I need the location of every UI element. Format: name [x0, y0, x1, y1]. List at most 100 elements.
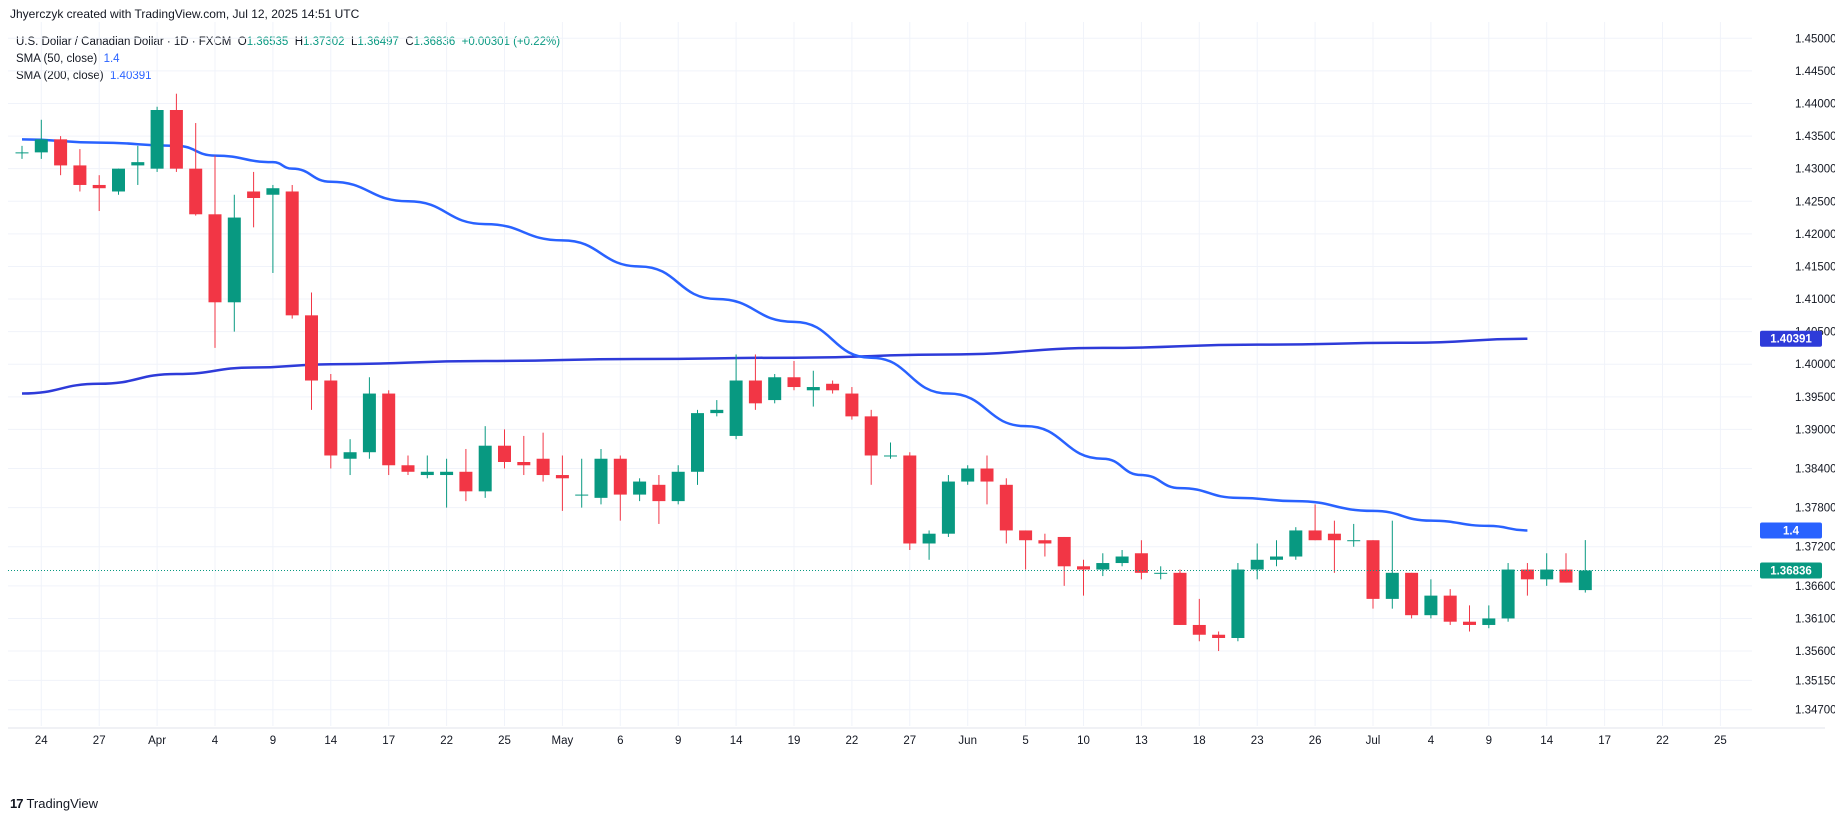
candle-body [1289, 530, 1303, 557]
candle-up [922, 530, 936, 560]
x-tick-label: 24 [35, 735, 48, 747]
candle-body [498, 445, 511, 462]
x-tick-label: 9 [1486, 735, 1492, 747]
y-tick-label: 1.41500 [1795, 261, 1835, 273]
x-tick-label: Jul [1366, 735, 1381, 747]
x-tick-label: 26 [1309, 735, 1322, 747]
candle-down [903, 452, 917, 550]
candle-body [1115, 556, 1129, 564]
candle-down [1366, 540, 1380, 609]
x-tick-label: 6 [617, 735, 623, 747]
candle-body [748, 380, 762, 404]
candle-down [826, 380, 840, 394]
sma200-price-tag-text: 1.40391 [1770, 334, 1812, 346]
price-axis[interactable]: 1.45000 1.44500 1.44000 1.43500 1.43000 1.425… [1760, 0, 1835, 790]
footer-brand[interactable]: 17 TradingView [10, 796, 98, 811]
high-label: H [294, 36, 303, 48]
high-value: 1.37302 [303, 36, 345, 48]
candle-body [189, 168, 203, 215]
y-tick-label: 1.45000 [1795, 33, 1835, 45]
sma50-row[interactable]: SMA (50, close) 1.4 [16, 51, 560, 68]
sma200-row[interactable]: SMA (200, close) 1.40391 [16, 68, 560, 85]
x-tick-label: 14 [324, 735, 337, 747]
candle-down [401, 455, 415, 476]
sma50-price-tag-bg [1760, 522, 1822, 539]
candle-body [633, 481, 647, 495]
y-tick-label: 1.38400 [1795, 464, 1835, 476]
candle-down [1463, 605, 1476, 632]
close-label: C [405, 36, 414, 48]
candle-up [227, 194, 241, 332]
candle-up [15, 145, 29, 159]
x-tick-label: Jun [958, 735, 977, 747]
last-price-tag-bg [1760, 562, 1822, 579]
sma200-price-tag: 1.40391 [1760, 330, 1822, 347]
candle-body [420, 471, 434, 476]
candle-down [54, 136, 68, 176]
candle-up [1385, 520, 1399, 609]
candle-body [227, 217, 241, 303]
candle-up [1424, 579, 1438, 619]
sma50-label: SMA (50, close) [16, 53, 98, 65]
candle-body [54, 139, 68, 166]
y-tick-label: 1.39500 [1795, 392, 1835, 404]
candle-up [112, 168, 125, 195]
candle-body [845, 393, 859, 417]
candle-body [208, 214, 222, 303]
candle-body [594, 458, 608, 498]
candle-up [1096, 553, 1110, 577]
candle-body [459, 471, 473, 492]
x-tick-label: 14 [730, 735, 743, 747]
x-tick-label: 17 [382, 735, 395, 747]
candle-body [1134, 553, 1148, 573]
candle-down [1212, 631, 1226, 652]
candle-down [459, 448, 473, 502]
y-tick-label: 1.35600 [1795, 646, 1835, 658]
candle-body [440, 471, 454, 476]
candle-body [1038, 540, 1052, 544]
candle-body [613, 458, 627, 495]
open-value: 1.36535 [246, 36, 289, 48]
candle-body [768, 377, 782, 401]
candle-body [1520, 569, 1534, 580]
last-price-tag-text: 1.36836 [1770, 565, 1812, 577]
candle-body [1501, 569, 1515, 619]
candle-body [150, 110, 164, 169]
candle-body [903, 455, 917, 544]
tradingview-logo-icon: 17 [10, 796, 24, 811]
candle-down [999, 478, 1013, 544]
candle-body [1212, 634, 1226, 638]
x-tick-label: 5 [1022, 735, 1028, 747]
open-label: O [237, 36, 247, 48]
candle-body [1405, 572, 1419, 616]
y-tick-label: 1.43000 [1795, 164, 1835, 176]
candle-down [1559, 553, 1573, 583]
sma50-layer [21, 138, 1528, 532]
candle-down [1077, 559, 1090, 596]
y-tick-label: 1.43500 [1795, 131, 1835, 143]
candle-body [575, 494, 589, 496]
candle-body [1308, 530, 1322, 541]
candle-up [884, 442, 897, 459]
candle-body [1578, 570, 1592, 591]
time-axis[interactable]: 24 27 Apr 4 9 14 17 22 25 May 6 9 14 19 22 27 Jun 5 10 13 18… [8, 727, 1825, 747]
candle-down [1327, 520, 1341, 573]
candle-down [324, 374, 338, 469]
candle-body [1463, 621, 1476, 625]
x-tick-label: 27 [903, 735, 916, 747]
last-price-tag: 1.36836 [1760, 562, 1822, 579]
candle-body [343, 452, 357, 459]
candle-body [112, 168, 125, 192]
candle-up [806, 370, 820, 407]
symbol-title[interactable]: U.S. Dollar / Canadian Dollar · 1D · FXC… [16, 36, 232, 48]
candle-down [980, 455, 994, 505]
candle-up [575, 458, 589, 508]
candle-body [980, 468, 994, 482]
candle-body [1154, 572, 1168, 574]
x-tick-label: 18 [1193, 735, 1206, 747]
candle-up [362, 377, 376, 459]
x-tick-label: 22 [1656, 735, 1669, 747]
candle-down [1019, 530, 1033, 570]
candle-down [1038, 533, 1052, 557]
